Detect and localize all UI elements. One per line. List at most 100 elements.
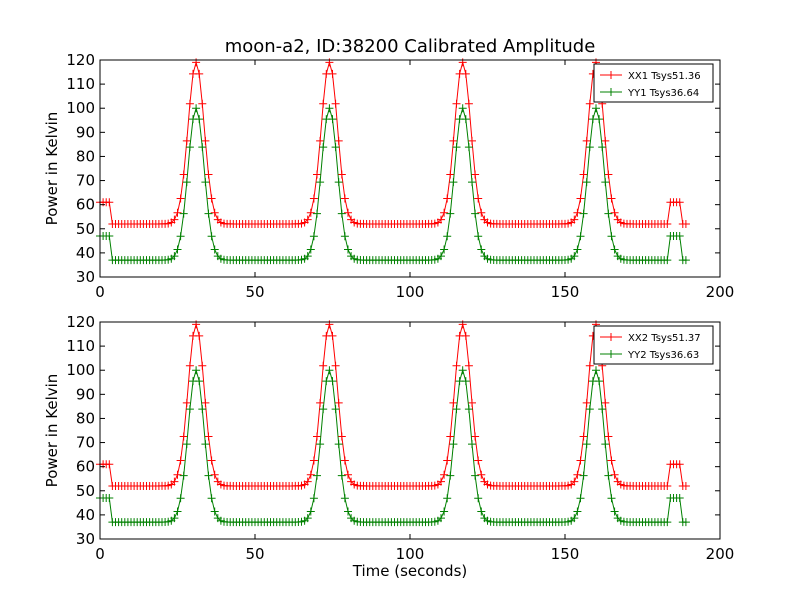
data-point [337,209,346,218]
data-point [340,232,349,241]
data-point [582,178,591,187]
y-tick-label: 100 [66,361,95,379]
legend-label: YY1 Tsys36.64 [627,88,699,99]
data-point [182,398,191,407]
data-point [464,143,473,152]
y-axis-label: Power in Kelvin [43,112,61,226]
data-point [306,507,315,516]
data-point [179,432,188,441]
y-tick-label: 40 [76,506,95,524]
data-point [182,136,191,145]
data-point [207,456,216,465]
data-point [198,361,207,370]
x-tick-label: 200 [706,283,735,301]
data-point [328,331,337,340]
x-axis-label: Time (seconds) [352,562,468,580]
legend-marker [607,88,615,96]
data-point [595,115,604,124]
data-point [210,208,219,217]
data-point [313,209,321,218]
data-point [440,208,449,217]
data-point [195,331,204,340]
chart-title: moon-a2, ID:38200 Calibrated Amplitude [225,36,596,57]
data-point [331,361,340,370]
data-point [306,245,315,254]
data-point [675,198,684,207]
data-point [328,377,337,386]
data-point [204,432,213,441]
data-point [576,232,585,241]
data-point [328,69,337,78]
data-point [185,361,194,370]
series-markers [96,58,690,228]
series-markers [96,320,690,490]
data-point [598,143,607,152]
data-point [446,209,455,218]
data-point [331,99,340,108]
data-point [663,256,672,265]
y-tick-label: 120 [66,313,95,331]
data-point [681,482,690,490]
data-point [173,245,182,254]
data-point [675,460,684,469]
legend: XX2 Tsys51.37 YY2 Tsys36.63 [593,325,714,365]
data-point [471,471,480,480]
y-tick-label: 80 [76,147,95,165]
data-point [449,440,458,449]
data-point [681,220,690,228]
data-point [592,104,600,113]
data-point [201,178,210,187]
data-point [198,405,207,414]
y-tick-label: 80 [76,409,95,427]
data-point [204,209,213,218]
data-point [461,115,470,124]
data-point [303,477,312,486]
data-point [105,460,114,469]
data-point [601,398,610,407]
y-tick-label: 50 [76,220,95,238]
data-point [207,194,216,203]
data-point [576,456,585,465]
data-point [334,178,343,187]
data-point [173,470,182,479]
data-point [176,456,185,465]
data-point [309,494,318,503]
data-point [471,209,480,218]
data-point [477,507,486,516]
data-point [582,440,591,449]
data-point [344,470,352,479]
y-tick-label: 100 [66,99,95,117]
data-point [573,245,582,254]
data-point [675,232,684,240]
data-point [105,198,114,207]
data-point [344,208,352,217]
data-point [468,178,476,187]
data-point [179,209,188,218]
data-point [340,494,349,503]
data-point [210,470,219,479]
data-point [319,405,328,414]
data-point [604,209,613,218]
data-point [170,477,179,486]
data-point [663,518,672,527]
data-point [607,194,616,203]
data-point [449,398,458,407]
data-point [570,252,579,261]
data-point [201,398,210,407]
data-point [437,514,445,523]
data-point [601,440,610,449]
x-tick-label: 150 [551,545,580,563]
data-point [328,115,337,124]
data-point [573,507,582,516]
legend-label: YY2 Tsys36.63 [627,350,699,361]
legend-marker [607,71,615,79]
data-point [334,398,343,407]
data-point [210,507,219,516]
data-point [477,208,486,217]
data-point [452,361,461,370]
data-point [592,366,600,375]
y-tick-label: 120 [66,51,95,69]
data-point [201,440,210,449]
data-point [309,194,318,203]
data-point [477,470,486,479]
